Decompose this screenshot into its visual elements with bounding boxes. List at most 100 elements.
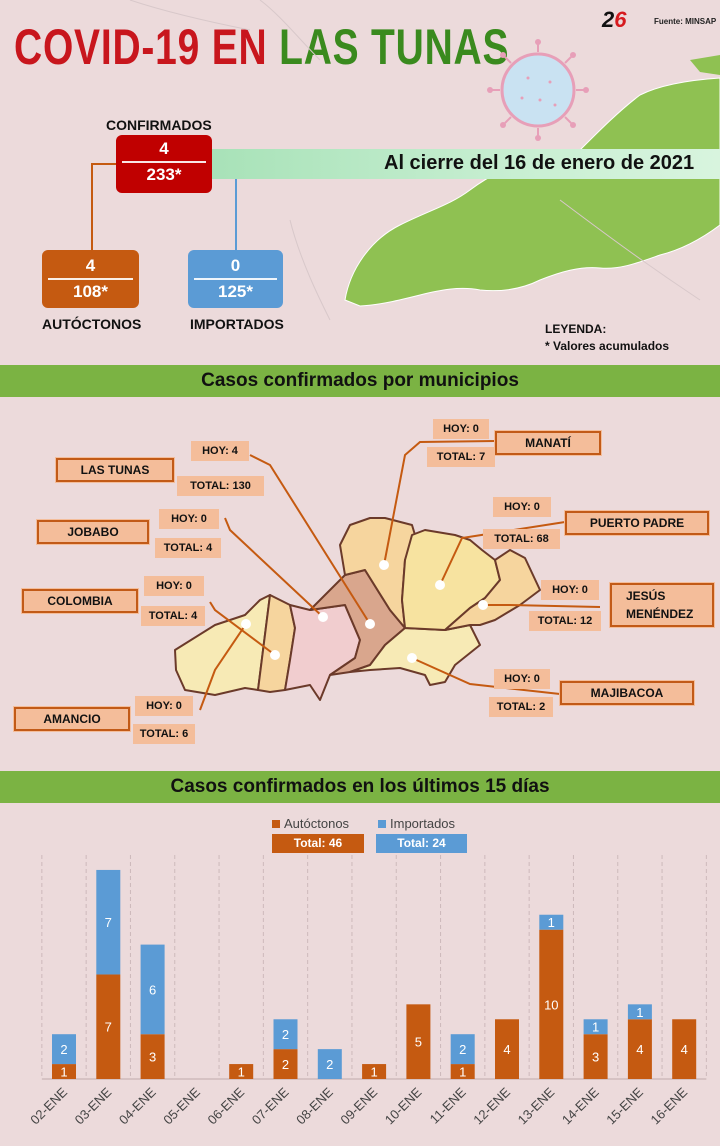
bar-autoctonos bbox=[52, 1064, 76, 1079]
x-tick-label: 16-ENE bbox=[648, 1084, 691, 1127]
legend-importados-swatch bbox=[378, 820, 386, 828]
x-tick-label: 06-ENE bbox=[205, 1084, 248, 1127]
bar-autoctonos bbox=[583, 1034, 608, 1079]
legend-autoctonos: Autóctonos bbox=[272, 816, 349, 831]
x-tick-label: 15-ENE bbox=[603, 1084, 646, 1127]
x-tick-label: 12-ENE bbox=[470, 1084, 513, 1127]
section-days: Casos confirmados en los últimos 15 días bbox=[0, 771, 720, 803]
bar-autoctonos bbox=[96, 974, 121, 1079]
muni-amancio-hoy: HOY: 0 bbox=[135, 696, 193, 716]
muni-majibacoa-name: MAJIBACOA bbox=[559, 680, 695, 706]
muni-majibacoa-total: TOTAL: 2 bbox=[489, 697, 553, 717]
muni-jobabo-name: JOBABO bbox=[36, 519, 150, 545]
importados-label: IMPORTADOS bbox=[190, 316, 284, 332]
bar-label-autoctonos: 4 bbox=[636, 1042, 643, 1057]
bar-label-autoctonos: 1 bbox=[459, 1065, 466, 1080]
page-title: COVID-19 EN LAS TUNAS bbox=[14, 19, 510, 75]
legend-importados-total: Total: 24 bbox=[376, 834, 467, 853]
map-jesus-menendez bbox=[444, 549, 541, 631]
x-tick-label: 11-ENE bbox=[427, 1084, 469, 1126]
bar-label-autoctonos: 7 bbox=[105, 1020, 112, 1035]
bar-autoctonos bbox=[627, 1019, 652, 1079]
logo: 26 bbox=[602, 7, 627, 32]
bar-label-autoctonos: 5 bbox=[415, 1035, 422, 1050]
muni-las-tunas-name: LAS TUNAS bbox=[55, 457, 175, 483]
muni-jesus-menendez-total: TOTAL: 12 bbox=[529, 611, 601, 631]
bar-importados bbox=[539, 914, 564, 930]
date-label: Al cierre del 16 de enero de 2021 bbox=[384, 152, 695, 174]
legend-note: * Valores acumulados bbox=[545, 339, 670, 353]
bar-importados bbox=[450, 1034, 475, 1065]
bar-importados bbox=[583, 1019, 608, 1035]
legend-autoctonos-total: Total: 46 bbox=[272, 834, 364, 853]
muni-manati-name: MANATÍ bbox=[494, 430, 602, 456]
muni-puerto-padre-name: PUERTO PADRE bbox=[564, 510, 710, 536]
x-tick-label: 02-ENE bbox=[27, 1084, 70, 1127]
bar-label-autoctonos: 2 bbox=[282, 1057, 289, 1072]
bar-importados bbox=[96, 869, 121, 975]
importados-box: 0 125* bbox=[188, 250, 283, 308]
importados-today: 0 bbox=[230, 256, 241, 275]
x-tick-label: 09-ENE bbox=[337, 1084, 380, 1127]
confirmados-box: 4 233* bbox=[116, 135, 212, 193]
confirmados-label: CONFIRMADOS bbox=[106, 117, 212, 133]
x-tick-label: 08-ENE bbox=[293, 1084, 336, 1127]
bar-importados bbox=[317, 1049, 342, 1079]
muni-colombia-total: TOTAL: 4 bbox=[141, 606, 205, 626]
bar-autoctonos bbox=[450, 1064, 475, 1079]
muni-puerto-padre-total: TOTAL: 68 bbox=[483, 529, 560, 549]
source-label: Fuente: MINSAP bbox=[654, 17, 717, 26]
bar-label-importados: 2 bbox=[282, 1027, 289, 1042]
muni-colombia-hoy: HOY: 0 bbox=[144, 576, 204, 596]
muni-manati-hoy: HOY: 0 bbox=[433, 419, 489, 439]
muni-las-tunas-hoy: HOY: 4 bbox=[191, 441, 249, 461]
muni-manati-total: TOTAL: 7 bbox=[427, 447, 495, 467]
confirmados-total: 233* bbox=[146, 165, 182, 184]
confirmados-today: 4 bbox=[159, 139, 169, 158]
bar-label-autoctonos: 4 bbox=[681, 1042, 688, 1057]
autoctonos-label: AUTÓCTONOS bbox=[42, 316, 142, 332]
bar-autoctonos bbox=[140, 1034, 165, 1079]
legend-autoctonos-swatch bbox=[272, 820, 280, 828]
bar-importados bbox=[273, 1019, 298, 1050]
muni-majibacoa-hoy: HOY: 0 bbox=[494, 669, 550, 689]
municipality-map bbox=[174, 440, 601, 711]
muni-amancio-name: AMANCIO bbox=[13, 706, 131, 732]
map-background bbox=[129, 0, 720, 321]
bar-label-autoctonos: 10 bbox=[544, 997, 558, 1012]
bar-label-autoctonos: 1 bbox=[60, 1065, 67, 1080]
bar-label-autoctonos: 1 bbox=[370, 1065, 377, 1080]
bar-label-importados: 1 bbox=[592, 1020, 599, 1035]
bar-label-importados: 2 bbox=[60, 1042, 67, 1057]
virus-icon bbox=[487, 39, 589, 141]
bar-autoctonos bbox=[229, 1064, 254, 1079]
bar-label-autoctonos: 3 bbox=[592, 1050, 599, 1065]
date-band bbox=[212, 149, 720, 179]
x-tick-label: 05-ENE bbox=[160, 1084, 203, 1127]
muni-jobabo-total: TOTAL: 4 bbox=[155, 538, 221, 558]
bar-autoctonos bbox=[273, 1049, 298, 1079]
bar-label-importados: 7 bbox=[105, 915, 112, 930]
bar-label-importados: 2 bbox=[326, 1057, 333, 1072]
legend-importados: Importados bbox=[378, 816, 455, 831]
muni-amancio-total: TOTAL: 6 bbox=[133, 724, 195, 744]
importados-total: 125* bbox=[218, 282, 253, 301]
x-tick-label: 13-ENE bbox=[515, 1084, 558, 1127]
muni-jesus-menendez-hoy: HOY: 0 bbox=[541, 580, 599, 600]
autoctonos-box: 4 108* bbox=[42, 250, 139, 308]
x-tick-label: 07-ENE bbox=[249, 1084, 292, 1127]
bar-importados bbox=[52, 1034, 76, 1065]
x-tick-label: 04-ENE bbox=[116, 1084, 159, 1127]
bar-importados bbox=[627, 1004, 652, 1020]
bar-autoctonos bbox=[495, 1019, 519, 1079]
bar-label-importados: 6 bbox=[149, 982, 156, 997]
muni-jobabo-hoy: HOY: 0 bbox=[159, 509, 219, 529]
x-tick-label: 14-ENE bbox=[559, 1084, 602, 1127]
muni-jesus-menendez-name: JESÚS MENÉNDEZ bbox=[609, 582, 715, 628]
muni-colombia-name: COLOMBIA bbox=[21, 588, 139, 614]
bar-label-autoctonos: 1 bbox=[238, 1065, 245, 1080]
x-tick-label: 10-ENE bbox=[382, 1084, 425, 1127]
autoctonos-total: 108* bbox=[73, 282, 108, 301]
bar-label-importados: 1 bbox=[548, 915, 555, 930]
bar-label-importados: 1 bbox=[636, 1005, 643, 1020]
